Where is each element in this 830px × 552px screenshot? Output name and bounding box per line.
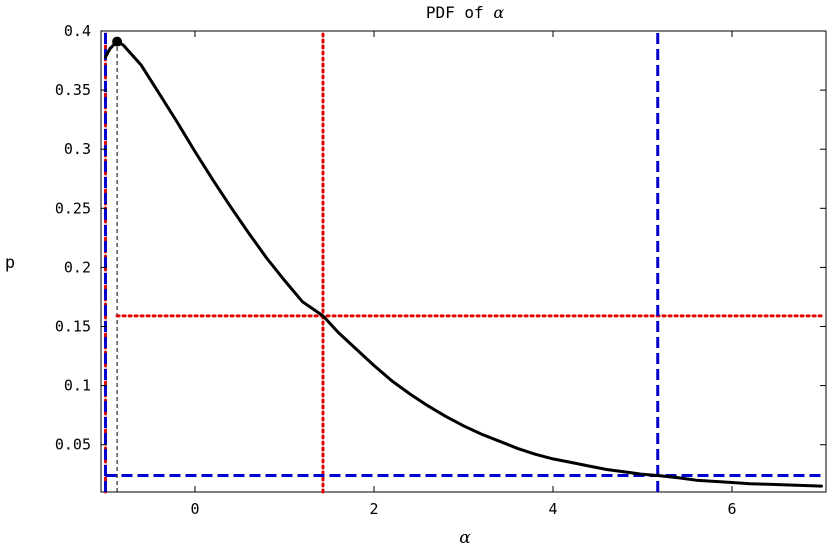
- reference-lines: [103, 29, 824, 494]
- x-tick-label: 6: [728, 500, 737, 518]
- y-tick-label: 0.25: [55, 199, 91, 217]
- y-tick-label: 0.4: [64, 22, 91, 40]
- y-tick-label: 0.2: [64, 258, 91, 276]
- y-axis: 0.05 0.1 0.15 0.2 0.25 0.3 0.35 0.4: [55, 22, 826, 454]
- y-tick-label: 0.15: [55, 318, 91, 336]
- y-axis-label: p: [5, 253, 15, 273]
- x-tick-label: 2: [369, 500, 378, 518]
- y-tick-label: 0.35: [55, 81, 91, 99]
- x-tick-label: 0: [190, 500, 199, 518]
- x-tick-label: 4: [548, 500, 557, 518]
- pdf-curve: [104, 40, 823, 488]
- chart-title-prefix: PDF of: [426, 3, 493, 22]
- mode-marker: [112, 36, 123, 47]
- plot-frame: [100, 30, 827, 493]
- x-axis-label: α: [459, 528, 471, 548]
- chart-title-symbol: α: [493, 3, 504, 22]
- y-tick-label: 0.3: [64, 140, 91, 158]
- y-tick-label: 0.05: [55, 436, 91, 454]
- chart-title: PDF of α: [426, 3, 504, 22]
- x-axis: 0 2 4 6: [190, 31, 737, 518]
- y-tick-label: 0.1: [64, 377, 91, 395]
- series-group: [104, 36, 823, 488]
